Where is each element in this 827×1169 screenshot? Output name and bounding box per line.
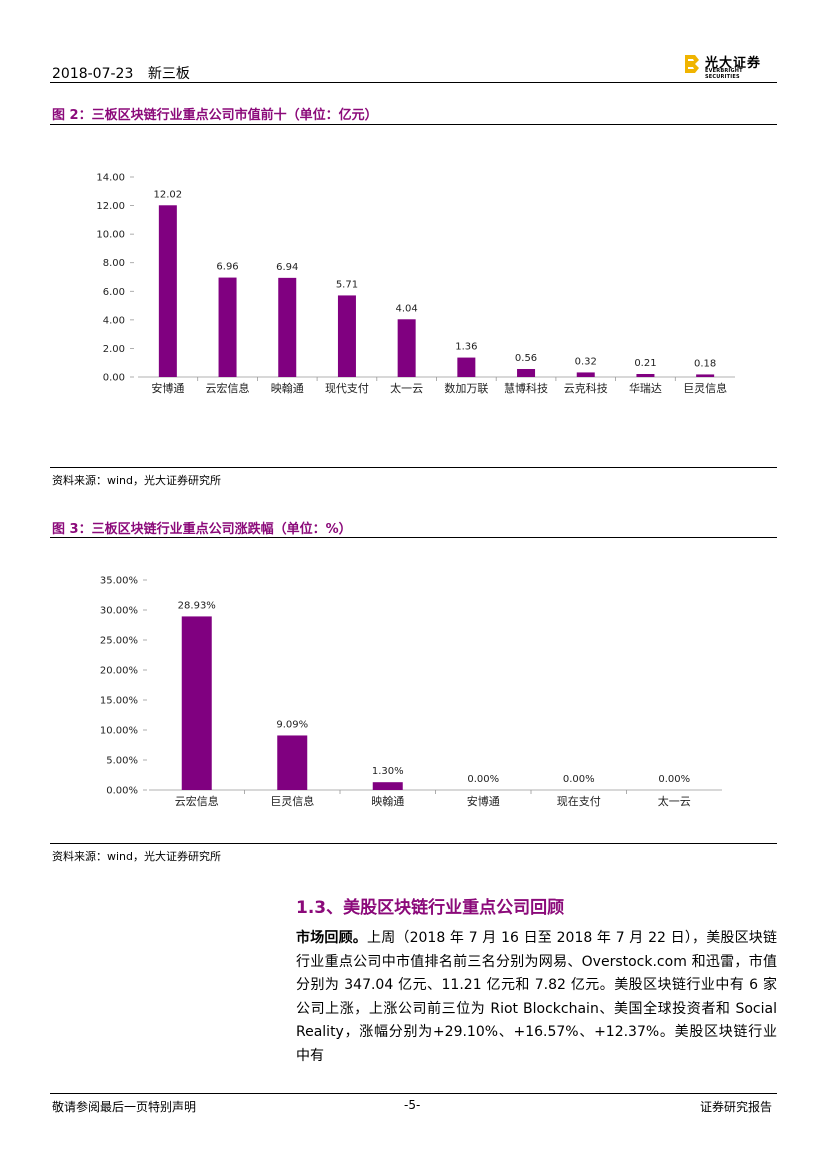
paragraph-body: 上周（2018 年 7 月 16 日至 2018 年 7 月 22 日），美股区… [296,930,778,1064]
figure3-bottom-rule [50,843,777,844]
bar-value-label: 6.94 [276,262,298,273]
paragraph-lead: 市场回顾。 [296,930,367,946]
bar [457,357,476,377]
logo-chinese-name: 光大证券 [705,56,762,71]
y-tick-label: 2.00 [103,344,125,355]
page-number: -5- [404,1098,421,1112]
bar-value-label: 1.36 [455,342,477,353]
report-category: 新三板 [147,66,190,82]
y-tick-label: 0.00% [106,786,138,797]
header-rule [50,82,777,83]
bar [181,616,212,790]
bar [397,319,416,377]
x-category-label: 巨灵信息 [683,381,727,395]
bar [277,735,308,790]
y-tick-label: 0.00 [103,373,125,384]
figure2-title: 图 2：三板区块链行业重点公司市值前十（单位：亿元） [52,108,378,123]
everbright-logo: 光大证券 EVERBRIGHT SECURITIES [683,53,779,80]
x-category-label: 映翰通 [371,794,404,808]
y-tick-label: 30.00% [100,606,138,617]
y-tick-label: 12.00 [96,201,125,212]
bar-value-label: 0.18 [694,358,716,369]
bar-value-label: 5.71 [336,279,358,290]
bar [517,369,536,377]
x-category-label: 数加万联 [444,382,488,395]
bar-value-label: 0.00% [563,774,595,785]
y-tick-label: 15.00% [100,696,138,707]
figure2-top-rule [50,124,777,125]
y-tick-label: 10.00 [96,230,125,241]
bar-value-label: 0.56 [515,353,537,364]
bar-value-label: 1.30% [372,766,404,777]
y-tick-label: 6.00 [103,287,125,298]
section-paragraph: 市场回顾。上周（2018 年 7 月 16 日至 2018 年 7 月 22 日… [296,927,777,1068]
y-tick-label: 5.00% [106,756,138,767]
y-tick-label: 20.00% [100,666,138,677]
bar [278,277,297,377]
figure2-bottom-rule [50,467,777,468]
x-category-label: 映翰通 [271,381,304,395]
x-category-label: 云宏信息 [206,381,250,395]
bar-value-label: 0.32 [575,356,597,367]
bar-value-label: 0.00% [658,774,690,785]
x-category-label: 太一云 [658,795,691,808]
x-category-label: 安博通 [151,381,184,395]
bar [636,374,655,377]
y-tick-label: 10.00% [100,726,138,737]
bar [372,782,403,790]
x-category-label: 云宏信息 [175,794,219,808]
footer-disclaimer: 敬请参阅最后一页特别声明 [52,1100,197,1114]
everbright-logo-icon [685,55,699,73]
bar-value-label: 9.09% [276,719,308,730]
bar-value-label: 28.93% [178,600,216,611]
y-tick-label: 8.00 [103,258,125,269]
figure3-top-rule [50,537,777,538]
figure2-source: 资料来源：wind，光大证券研究所 [52,474,222,487]
figure2-bar-chart: 0.00 2.00 4.00 6.00 8.00 10.00 12.00 14.00 12.02… [96,173,735,395]
x-category-label: 现代支付 [325,382,369,395]
y-tick-label: 14.00 [96,173,125,184]
y-tick-label: 4.00 [103,315,125,326]
bar [696,374,715,377]
y-tick-label: 25.00% [100,636,138,647]
report-date: 2018-07-23 新三板 [52,63,190,83]
x-category-label: 云克科技 [564,381,608,395]
x-category-label: 华瑞达 [629,381,662,395]
figure3-title: 图 3：三板区块链行业重点公司涨跌幅（单位：%） [52,522,352,537]
bar-value-label: 12.02 [154,189,183,200]
figure3-source: 资料来源：wind，光大证券研究所 [52,850,222,863]
bar [576,372,595,377]
x-category-label: 太一云 [390,382,423,395]
logo-english-name: EVERBRIGHT SECURITIES [705,68,743,80]
x-category-label: 慧博科技 [504,381,548,395]
bar [337,295,356,377]
x-category-label: 安博通 [467,794,500,808]
bar-value-label: 4.04 [396,303,418,314]
section-heading: 1.3、美股区块链行业重点公司回顾 [296,898,565,918]
bar-value-label: 0.21 [634,358,656,369]
figure3-bar-chart: 0.00% 5.00% 10.00% 15.00% 20.00% 25.00% 30.00%… [100,576,722,808]
footer-rule [50,1093,777,1094]
report-date-text: 2018-07-23 [52,66,134,82]
bar-value-label: 6.96 [216,262,238,273]
y-tick-label: 35.00% [100,576,138,587]
x-category-label: 现在支付 [557,795,601,808]
x-category-label: 巨灵信息 [270,794,314,808]
bar [158,205,177,377]
bar-value-label: 0.00% [467,774,499,785]
bar [218,277,237,377]
footer-report-type: 证券研究报告 [700,1100,773,1114]
